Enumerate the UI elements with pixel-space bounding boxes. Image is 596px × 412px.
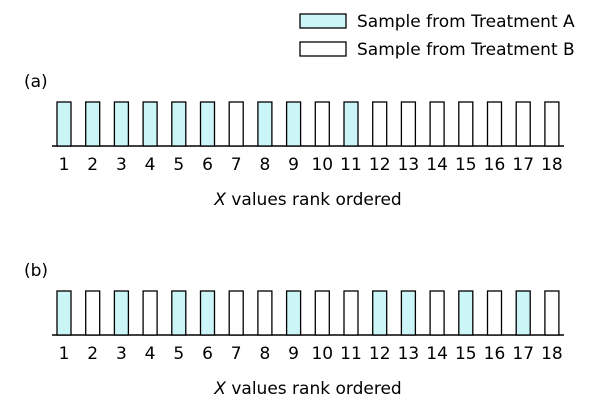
axis-text: values rank ordered: [231, 190, 401, 210]
sample-bar: [486, 101, 503, 147]
rank-label: 7: [231, 344, 242, 364]
sample-bar: [544, 290, 560, 336]
sample-bar: [85, 101, 101, 147]
rank-label: 5: [173, 155, 184, 175]
sample-bar: [56, 290, 72, 336]
rank-label: 4: [145, 155, 156, 175]
rank-label: 18: [541, 344, 563, 364]
rank-label: 18: [541, 155, 563, 175]
rank-label: 1: [59, 344, 70, 364]
sample-bar: [142, 101, 158, 147]
sample-bar: [113, 101, 130, 147]
sample-bar: [257, 290, 273, 336]
rank-label: 10: [311, 344, 333, 364]
rank-label: 5: [173, 344, 184, 364]
sample-bar: [314, 101, 330, 147]
rank-label: 17: [512, 344, 534, 364]
sample-bar: [400, 101, 417, 147]
rank-label: 15: [455, 344, 477, 364]
sample-bar: [458, 101, 474, 147]
rank-label: 11: [340, 344, 362, 364]
sample-bar: [515, 101, 531, 147]
rank-label: 3: [116, 344, 127, 364]
panel-label: (a): [24, 72, 48, 92]
axis-variable: X: [213, 379, 226, 399]
sample-bar: [343, 101, 359, 147]
sample-bar: [400, 290, 417, 336]
sample-bar: [228, 290, 244, 336]
rank-label: 6: [202, 344, 213, 364]
sample-bar: [544, 101, 560, 147]
rank-label: 12: [369, 344, 391, 364]
legend-swatch: [299, 13, 347, 29]
sample-bar: [113, 290, 130, 336]
sample-bar: [199, 101, 216, 147]
sample-bar: [285, 290, 302, 336]
rank-label: 2: [87, 155, 98, 175]
sample-bar: [429, 101, 445, 147]
axis-label: X values rank ordered: [213, 379, 401, 399]
sample-bar: [343, 290, 359, 336]
sample-bar: [458, 290, 474, 336]
legend-label: Sample from Treatment A: [357, 12, 575, 32]
axis-variable: X: [213, 190, 226, 210]
rank-label: 9: [288, 155, 299, 175]
rank-label: 6: [202, 155, 213, 175]
rank-label: 13: [398, 155, 420, 175]
sample-bar: [372, 101, 388, 147]
rank-label: 8: [259, 344, 270, 364]
rank-label: 16: [484, 344, 506, 364]
legend-swatch: [299, 41, 347, 57]
sample-bar: [171, 290, 187, 336]
rank-label: 13: [398, 344, 420, 364]
rank-label: 16: [484, 155, 506, 175]
sample-bar: [56, 101, 72, 147]
rank-label: 17: [512, 155, 534, 175]
sample-bar: [515, 290, 531, 336]
sample-bar: [429, 290, 445, 336]
legend-label: Sample from Treatment B: [357, 40, 575, 60]
rank-label: 2: [87, 344, 98, 364]
sample-bar: [171, 101, 187, 147]
sample-bar: [85, 290, 101, 336]
rank-label: 9: [288, 344, 299, 364]
rank-label: 3: [116, 155, 127, 175]
rank-label: 10: [311, 155, 333, 175]
sample-bar: [372, 290, 388, 336]
panel-label: (b): [24, 261, 48, 281]
rank-label: 14: [426, 155, 448, 175]
sample-bar: [228, 101, 244, 147]
rank-label: 1: [59, 155, 70, 175]
sample-bar: [142, 290, 158, 336]
axis-label: X values rank ordered: [213, 190, 401, 210]
axis-text: values rank ordered: [231, 379, 401, 399]
rank-label: 7: [231, 155, 242, 175]
sample-bar: [285, 101, 302, 147]
sample-bar: [257, 101, 273, 147]
rank-label: 8: [259, 155, 270, 175]
rank-label: 12: [369, 155, 391, 175]
sample-bar: [199, 290, 216, 336]
rank-label: 15: [455, 155, 477, 175]
rank-label: 11: [340, 155, 362, 175]
sample-bar: [486, 290, 503, 336]
rank-label: 14: [426, 344, 448, 364]
rank-label: 4: [145, 344, 156, 364]
sample-bar: [314, 290, 330, 336]
